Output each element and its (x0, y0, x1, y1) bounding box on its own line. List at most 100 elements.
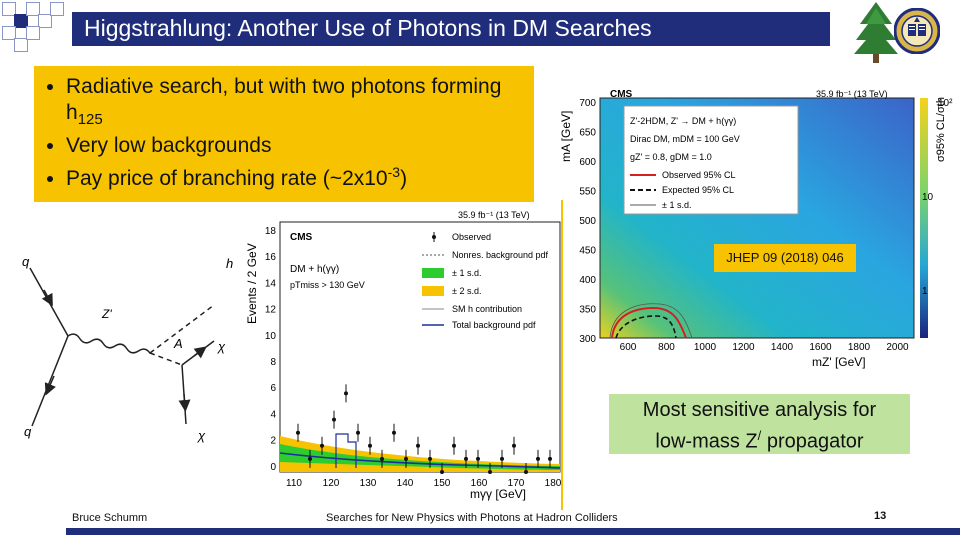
callout-line: Most sensitive analysis for (642, 399, 877, 421)
legend-box (623, 105, 799, 215)
tick-label: 400 (579, 275, 596, 286)
data-point (440, 470, 444, 474)
tick-label: 800 (658, 342, 675, 353)
tick-label: 140 (397, 478, 414, 489)
legend-dm: Dirac DM, mDM = 100 GeV (630, 134, 740, 144)
tick-label: 170 (508, 478, 525, 489)
corner-square (2, 2, 16, 16)
tick-label: 110 (286, 478, 302, 489)
tick-label: 650 (579, 128, 596, 139)
tick-label: 0 (270, 462, 276, 473)
tick-label: 600 (579, 157, 596, 168)
data-point (488, 470, 492, 474)
callout-box: Most sensitive analysis for low-mass Z/ … (609, 394, 910, 454)
x-axis-label: mγγ [GeV] (470, 487, 526, 501)
label-chi: χ (217, 339, 226, 354)
legend-entry: Nonres. background pdf (452, 250, 549, 260)
corner-square (2, 26, 16, 40)
selection-label: pTmiss > 130 GeV (290, 280, 365, 290)
legend-couplings: gZ' = 0.8, gDM = 1.0 (630, 152, 712, 162)
legend-entry: ± 1 s.d. (452, 268, 481, 278)
y-tick-labels: 700 650 600 550 500 450 400 350 300 (579, 98, 596, 345)
label-h: h (226, 256, 233, 271)
y-axis-label: mA [GeV] (559, 111, 573, 162)
mass-plot-frame (279, 221, 561, 473)
footer-author: Bruce Schumm (72, 512, 148, 524)
feynman-diagram: q q Z' h A χ χ (22, 254, 233, 443)
data-point (536, 456, 540, 461)
tick-label: 16 (265, 252, 277, 263)
tick-label: 2000 (886, 342, 909, 353)
data-point (512, 443, 516, 448)
tick-label: 4 (270, 409, 276, 420)
z-axis-label: σ95% CL/σth (935, 97, 947, 162)
limit-plot: CMS 35.9 fb⁻¹ (13 TeV) 700 650 600 550 500 45… (559, 89, 953, 369)
label-chi: χ (197, 428, 206, 443)
sm-higgs-bump (335, 433, 357, 468)
quark-line (31, 335, 69, 427)
page-number: 13 (874, 510, 887, 522)
label-q: q (22, 254, 30, 269)
mass-plot: CMS 35.9 fb⁻¹ (13 TeV) DM + h(γγ) pTmiss… (245, 210, 562, 501)
observed-points (296, 384, 552, 474)
data-point (320, 443, 324, 448)
tick-label: 150 (434, 478, 451, 489)
footer-talk: Searches for New Physics with Photons at… (326, 512, 618, 524)
bullet-item: Very low backgrounds (66, 133, 524, 159)
y-tick-labels: 18 16 14 12 10 8 6 4 2 0 (265, 226, 277, 473)
data-point (296, 430, 300, 435)
plot-experiment: CMS (610, 89, 633, 100)
total-background-curve (279, 452, 561, 469)
z-tick-label: 1 (922, 286, 928, 297)
data-point (308, 456, 312, 461)
legend-entry: ± 2 s.d. (452, 286, 481, 296)
corner-square (14, 14, 28, 28)
tick-label: 160 (471, 478, 488, 489)
corner-square (38, 14, 52, 28)
tree-logo-icon (854, 2, 898, 63)
legend-band: ± 1 s.d. (662, 200, 691, 210)
divider (561, 200, 563, 510)
tick-label: 700 (579, 98, 596, 109)
data-point (428, 456, 432, 461)
x-tick-labels: 110 120 130 140 150 160 170 180 (286, 478, 562, 489)
higgs-line (149, 304, 215, 354)
y-axis-label: Events / 2 GeV (245, 243, 259, 324)
tick-label: 12 (265, 305, 277, 316)
z-tick-label: 10² (938, 98, 953, 109)
x-tick-labels: 600 800 1000 1200 1400 1600 1800 2000 (620, 342, 909, 353)
data-point (476, 456, 480, 461)
legend-entry: SM h contribution (452, 304, 522, 314)
selection-label: DM + h(γγ) (290, 264, 339, 275)
bullet-box: Radiative search, but with two photons f… (34, 66, 534, 202)
legend-model: Z'-2HDM, Z' → DM + h(γγ) (630, 116, 736, 126)
data-point (404, 456, 408, 461)
tick-label: 2 (270, 436, 276, 447)
label-zprime: Z' (101, 307, 112, 321)
tick-label: 10 (265, 331, 277, 342)
label-q: q (24, 424, 32, 439)
legend-entry: Total background pdf (452, 320, 536, 330)
plot-experiment: CMS (290, 232, 313, 243)
corner-square (26, 26, 40, 40)
reference-tag: JHEP 09 (2018) 046 (714, 244, 856, 272)
university-seal-icon (894, 8, 940, 54)
tick-label: 1400 (771, 342, 794, 353)
label-a: A (173, 336, 183, 351)
tick-label: 6 (270, 383, 276, 394)
data-point (368, 443, 372, 448)
slide-title: Higgstrahlung: Another Use of Photons in… (84, 15, 652, 41)
color-scale-bar (920, 98, 928, 338)
data-point (548, 456, 552, 461)
tick-label: 120 (323, 478, 340, 489)
tick-label: 1600 (809, 342, 832, 353)
corner-square (50, 2, 64, 16)
data-point (380, 456, 384, 461)
x-axis-label: mZ' [GeV] (812, 355, 866, 369)
tick-label: 450 (579, 246, 596, 257)
z-tick-label: 10 (922, 192, 934, 203)
data-point (332, 417, 336, 422)
tick-label: 500 (579, 216, 596, 227)
band-1sd (280, 444, 560, 470)
bullet-item: Radiative search, but with two photons f… (66, 74, 524, 133)
